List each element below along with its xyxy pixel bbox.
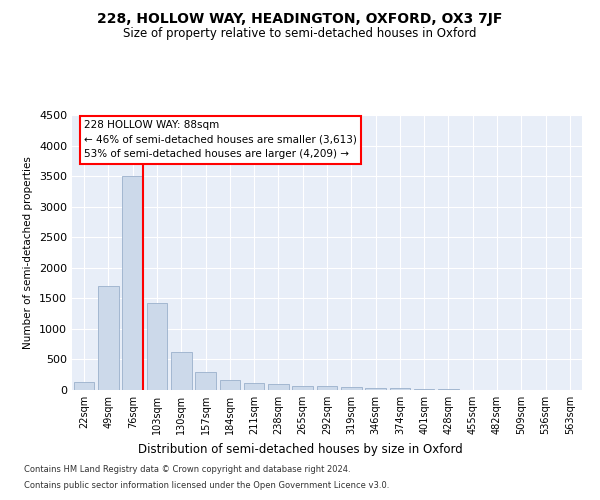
- Bar: [292, 386, 313, 390]
- Y-axis label: Number of semi-detached properties: Number of semi-detached properties: [23, 156, 34, 349]
- Text: 228 HOLLOW WAY: 88sqm
← 46% of semi-detached houses are smaller (3,613)
53% of s: 228 HOLLOW WAY: 88sqm ← 46% of semi-deta…: [85, 120, 357, 160]
- Bar: [365, 388, 386, 390]
- Bar: [171, 352, 191, 390]
- Bar: [414, 389, 434, 390]
- Text: Distribution of semi-detached houses by size in Oxford: Distribution of semi-detached houses by …: [137, 442, 463, 456]
- Bar: [268, 384, 289, 390]
- Bar: [74, 382, 94, 390]
- Bar: [122, 176, 143, 390]
- Text: Size of property relative to semi-detached houses in Oxford: Size of property relative to semi-detach…: [123, 28, 477, 40]
- Bar: [317, 386, 337, 390]
- Bar: [244, 384, 265, 390]
- Bar: [389, 388, 410, 390]
- Text: Contains HM Land Registry data © Crown copyright and database right 2024.: Contains HM Land Registry data © Crown c…: [24, 466, 350, 474]
- Text: Contains public sector information licensed under the Open Government Licence v3: Contains public sector information licen…: [24, 480, 389, 490]
- Bar: [341, 387, 362, 390]
- Bar: [98, 286, 119, 390]
- Bar: [195, 372, 216, 390]
- Text: 228, HOLLOW WAY, HEADINGTON, OXFORD, OX3 7JF: 228, HOLLOW WAY, HEADINGTON, OXFORD, OX3…: [97, 12, 503, 26]
- Bar: [220, 380, 240, 390]
- Bar: [146, 303, 167, 390]
